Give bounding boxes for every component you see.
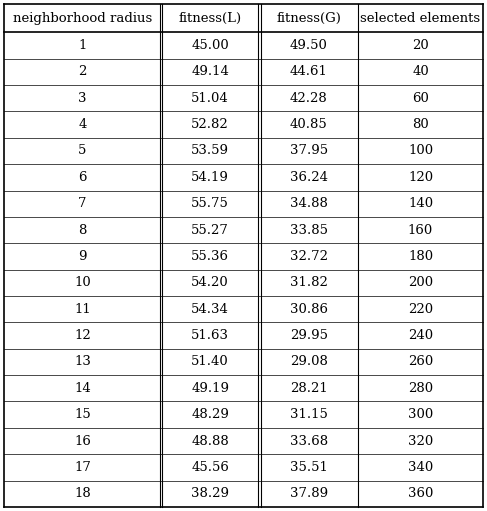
Text: 40.85: 40.85 <box>290 118 328 131</box>
Text: 220: 220 <box>408 303 433 316</box>
Text: 17: 17 <box>74 461 91 474</box>
Text: 38.29: 38.29 <box>191 487 229 500</box>
Text: 55.36: 55.36 <box>191 250 229 263</box>
Text: 10: 10 <box>74 276 91 289</box>
Text: 13: 13 <box>74 356 91 368</box>
Text: 49.14: 49.14 <box>191 65 229 78</box>
Text: 40: 40 <box>412 65 429 78</box>
Text: 31.82: 31.82 <box>290 276 328 289</box>
Text: fitness(G): fitness(G) <box>276 12 341 25</box>
Text: 54.34: 54.34 <box>191 303 229 316</box>
Text: 4: 4 <box>78 118 87 131</box>
Text: 14: 14 <box>74 382 91 395</box>
Text: 7: 7 <box>78 197 87 210</box>
Text: 29.08: 29.08 <box>290 356 328 368</box>
Text: 240: 240 <box>408 329 433 342</box>
Text: 8: 8 <box>78 224 87 237</box>
Text: 260: 260 <box>408 356 433 368</box>
Text: 80: 80 <box>412 118 429 131</box>
Text: 51.63: 51.63 <box>191 329 229 342</box>
Text: 48.88: 48.88 <box>191 434 229 448</box>
Text: 45.56: 45.56 <box>191 461 229 474</box>
Text: 45.00: 45.00 <box>191 39 229 52</box>
Text: 140: 140 <box>408 197 433 210</box>
Text: 11: 11 <box>74 303 91 316</box>
Text: 55.27: 55.27 <box>191 224 229 237</box>
Text: 48.29: 48.29 <box>191 408 229 421</box>
Text: 9: 9 <box>78 250 87 263</box>
Text: 5: 5 <box>78 145 87 157</box>
Text: 160: 160 <box>408 224 433 237</box>
Text: 35.51: 35.51 <box>290 461 328 474</box>
Text: 100: 100 <box>408 145 433 157</box>
Text: 180: 180 <box>408 250 433 263</box>
Text: 29.95: 29.95 <box>290 329 328 342</box>
Text: 6: 6 <box>78 171 87 184</box>
Text: 280: 280 <box>408 382 433 395</box>
Text: 60: 60 <box>412 92 429 105</box>
Text: 12: 12 <box>74 329 91 342</box>
Text: 49.50: 49.50 <box>290 39 328 52</box>
Text: 360: 360 <box>408 487 433 500</box>
Text: 54.20: 54.20 <box>191 276 229 289</box>
Text: 3: 3 <box>78 92 87 105</box>
Text: selected elements: selected elements <box>360 12 481 25</box>
Text: 55.75: 55.75 <box>191 197 229 210</box>
Text: 300: 300 <box>408 408 433 421</box>
Text: neighborhood radius: neighborhood radius <box>13 12 152 25</box>
Text: 200: 200 <box>408 276 433 289</box>
Text: 120: 120 <box>408 171 433 184</box>
Text: 42.28: 42.28 <box>290 92 328 105</box>
Text: 33.85: 33.85 <box>290 224 328 237</box>
Text: 34.88: 34.88 <box>290 197 328 210</box>
Text: 16: 16 <box>74 434 91 448</box>
Text: 28.21: 28.21 <box>290 382 328 395</box>
Text: fitness(L): fitness(L) <box>179 12 242 25</box>
Text: 37.95: 37.95 <box>290 145 328 157</box>
Text: 32.72: 32.72 <box>290 250 328 263</box>
Text: 18: 18 <box>74 487 91 500</box>
Text: 51.40: 51.40 <box>191 356 229 368</box>
Text: 15: 15 <box>74 408 91 421</box>
Text: 340: 340 <box>408 461 433 474</box>
Text: 37.89: 37.89 <box>290 487 328 500</box>
Text: 33.68: 33.68 <box>290 434 328 448</box>
Text: 44.61: 44.61 <box>290 65 328 78</box>
Text: 49.19: 49.19 <box>191 382 229 395</box>
Text: 2: 2 <box>78 65 87 78</box>
Text: 20: 20 <box>412 39 429 52</box>
Text: 320: 320 <box>408 434 433 448</box>
Text: 54.19: 54.19 <box>191 171 229 184</box>
Text: 1: 1 <box>78 39 87 52</box>
Text: 52.82: 52.82 <box>191 118 229 131</box>
Text: 31.15: 31.15 <box>290 408 328 421</box>
Text: 36.24: 36.24 <box>290 171 328 184</box>
Text: 53.59: 53.59 <box>191 145 229 157</box>
Text: 51.04: 51.04 <box>191 92 229 105</box>
Text: 30.86: 30.86 <box>290 303 328 316</box>
